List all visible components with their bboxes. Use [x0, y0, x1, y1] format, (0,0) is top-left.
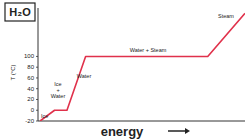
y-tick [36, 99, 38, 100]
y-tick [36, 121, 38, 122]
y-tick [36, 77, 38, 78]
annotation: Ice [41, 113, 48, 119]
y-tick [36, 110, 38, 111]
x-axis [38, 121, 245, 122]
y-tick-label: 60 [27, 75, 34, 81]
annotation: Water + Steam [130, 47, 167, 53]
y-tick-label: -20 [25, 118, 34, 124]
title: H₂O [9, 6, 31, 18]
y-tick-label: 100 [24, 53, 35, 59]
y-tick [36, 88, 38, 89]
y-axis-label: T (°C) [10, 65, 16, 81]
annotation-line: Water [51, 93, 66, 99]
y-tick [36, 67, 38, 68]
annotation: Water [77, 73, 92, 79]
x-arrow-head [185, 128, 190, 134]
annotation: Ice+Water [51, 81, 66, 99]
y-tick-label: 40 [27, 86, 34, 92]
chart: -20 0 20 40 60 80 100 T (°C) energy H₂O Ice Ice+Wat… [0, 0, 250, 140]
y-tick [36, 56, 38, 57]
x-arrow [168, 130, 185, 132]
annotation: Steam [218, 13, 234, 19]
plot-area [40, 13, 245, 121]
x-axis-label: energy [101, 124, 144, 139]
series-line [40, 13, 245, 121]
y-axis [38, 8, 39, 121]
y-tick-label: 20 [27, 96, 34, 102]
y-tick-label: 80 [27, 64, 34, 70]
y-tick-label: 0 [31, 107, 35, 113]
title-box [5, 3, 35, 21]
